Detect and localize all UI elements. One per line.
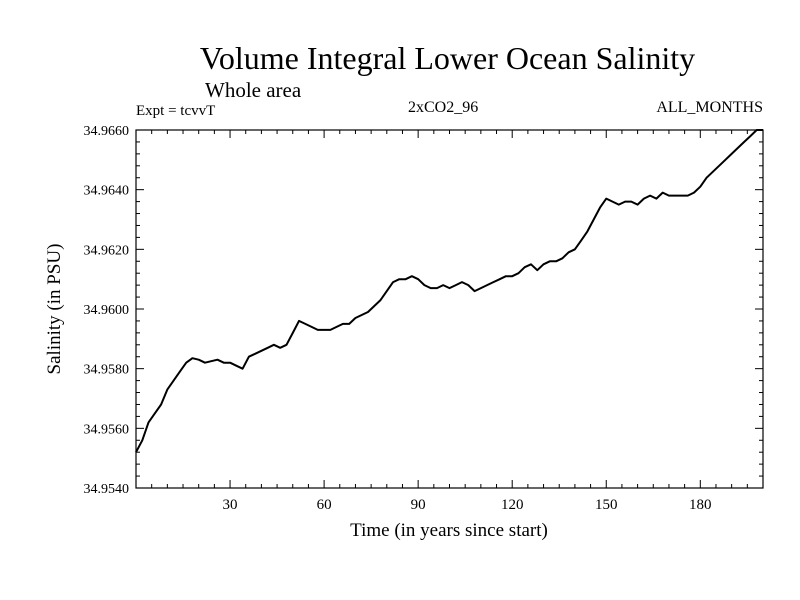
- y-tick-label: 34.9640: [84, 184, 130, 199]
- experiment-label: Expt = tcvvT: [136, 103, 216, 119]
- x-tick-label: 90: [411, 497, 426, 513]
- x-tick-label: 30: [223, 497, 238, 513]
- y-tick-label: 34.9600: [84, 303, 130, 318]
- y-tick-label: 34.9620: [84, 243, 130, 258]
- x-axis-label: Time (in years since start): [350, 520, 548, 541]
- x-tick-label: 120: [501, 497, 524, 513]
- x-tick-label: 150: [595, 497, 618, 513]
- chart-subtitle: Whole area: [205, 78, 302, 102]
- plot-frame: [135, 129, 764, 489]
- axis-ticks: [136, 130, 763, 488]
- y-tick-label: 34.9540: [84, 482, 130, 497]
- x-tick-label: 180: [689, 497, 712, 513]
- y-tick-label: 34.9560: [84, 422, 130, 437]
- y-tick-label: 34.9660: [84, 124, 130, 139]
- salinity-series-line: [135, 129, 763, 453]
- y-tick-label: 34.9580: [84, 363, 130, 378]
- y-tick-labels: 34.9540 34.9560 34.9580 34.9600 34.9620 34.96…: [84, 124, 130, 497]
- months-label: ALL_MONTHS: [656, 99, 763, 116]
- y-axis-label: Salinity (in PSU): [44, 244, 65, 375]
- chart-title: Volume Integral Lower Ocean Salinity: [199, 40, 696, 76]
- run-label: 2xCO2_96: [408, 99, 479, 116]
- x-tick-label: 60: [317, 497, 332, 513]
- x-tick-labels: 30 60 90 120 150 180: [223, 497, 712, 513]
